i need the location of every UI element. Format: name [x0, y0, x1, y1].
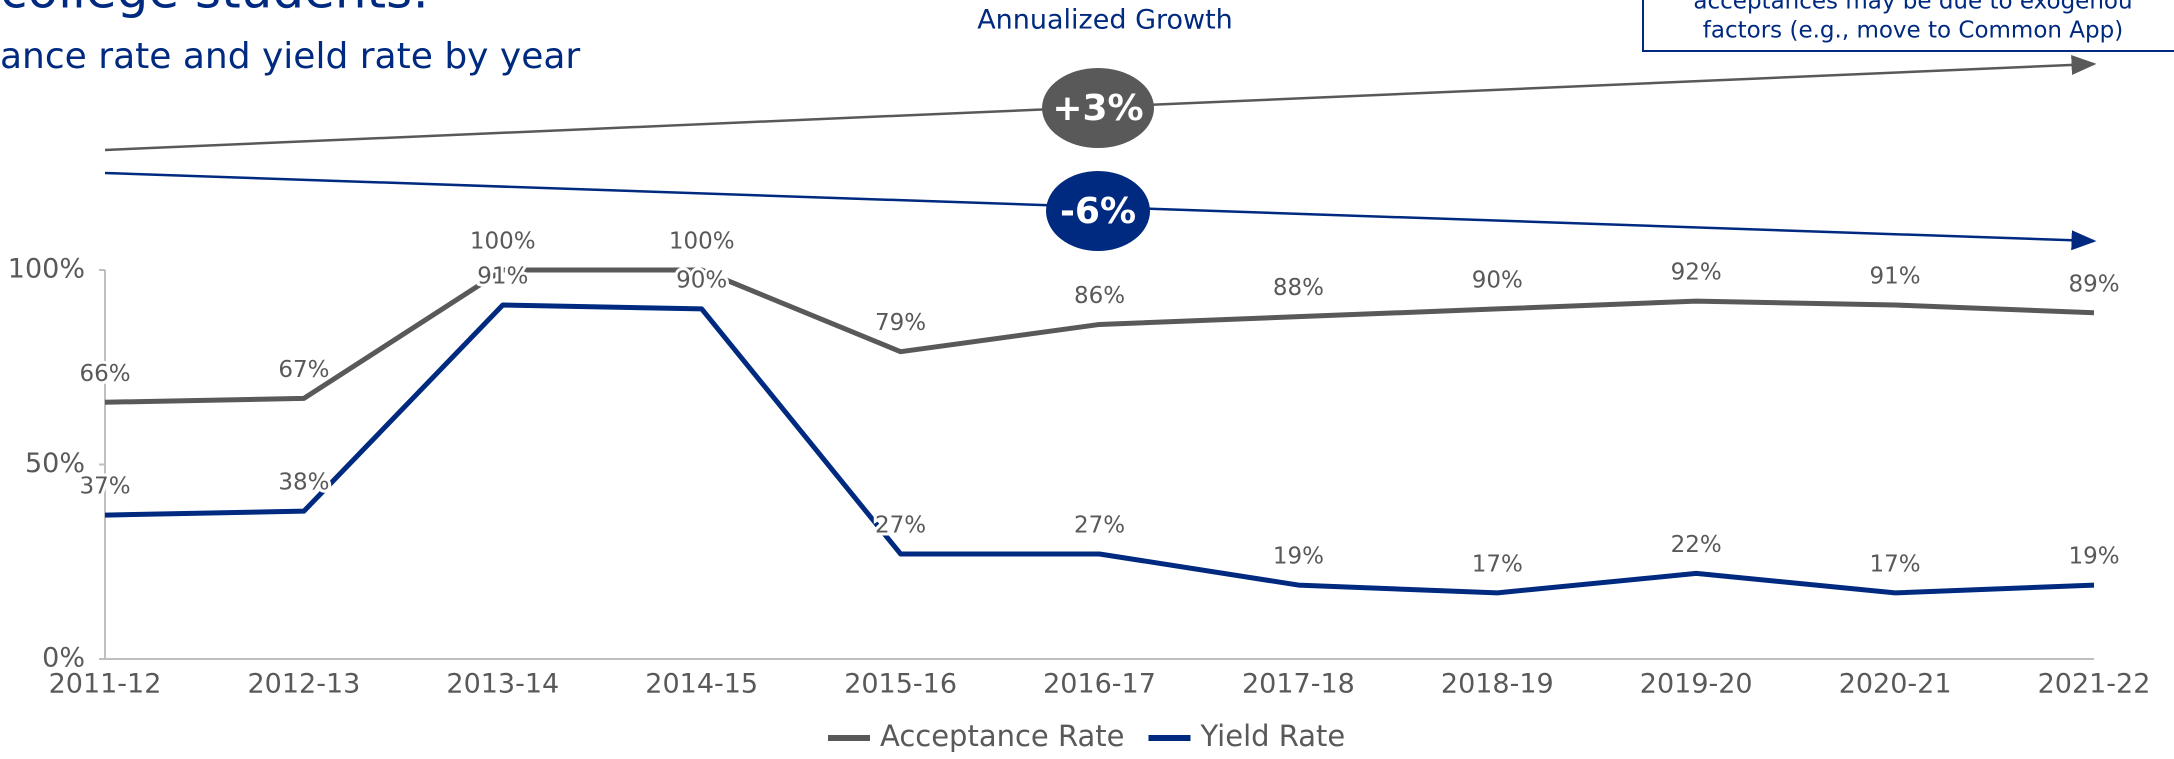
data-label: 86%: [1074, 283, 1125, 309]
growth-value: +3%: [1052, 88, 1143, 129]
x-tick-label: 2018-19: [1441, 669, 1554, 700]
data-label: 67%: [278, 357, 329, 383]
growth-badge: [1042, 68, 1154, 148]
x-tick-label: 2016-17: [1043, 669, 1156, 700]
data-label: 37%: [79, 474, 130, 500]
legend-label: Yield Rate: [1200, 719, 1346, 753]
data-label: 19%: [1273, 544, 1324, 570]
x-tick-label: 2021-22: [2038, 669, 2151, 700]
data-label: 88%: [1273, 275, 1324, 301]
x-tick-label: 2012-13: [247, 669, 360, 700]
data-label: 91%: [477, 264, 528, 290]
data-label: 27%: [1074, 512, 1125, 538]
y-tick-label: 0%: [42, 643, 85, 674]
growth-value: -6%: [1060, 191, 1136, 232]
data-label: 79%: [875, 310, 926, 336]
legend-label: Acceptance Rate: [880, 719, 1125, 753]
data-label: 66%: [79, 361, 130, 387]
growth-badge: [1046, 171, 1150, 251]
data-label: 92%: [1671, 260, 1722, 286]
data-label: 90%: [676, 267, 727, 293]
data-label: 22%: [1671, 532, 1722, 558]
growth-title: Annualized Growth: [977, 5, 1233, 36]
x-tick-label: 2014-15: [645, 669, 758, 700]
note-box: [1642, 0, 2174, 52]
data-line: [104, 267, 2095, 405]
data-line: [104, 302, 2095, 596]
x-tick-label: 2011-12: [49, 669, 162, 700]
data-label: 38%: [278, 470, 329, 496]
chart-subtitle: ance rate and yield rate by year: [0, 36, 580, 77]
x-tick-label: 2015-16: [844, 669, 957, 700]
data-label: 90%: [1472, 267, 1523, 293]
data-label: 89%: [2068, 271, 2119, 297]
y-tick-label: 100%: [8, 254, 85, 285]
data-label: 27%: [875, 512, 926, 538]
data-label: 17%: [1870, 551, 1921, 577]
note-text: factors (e.g., move to Common App): [1703, 18, 2123, 44]
data-label: 19%: [2068, 544, 2119, 570]
data-label: 100%: [669, 229, 735, 255]
x-tick-label: 2013-14: [446, 669, 559, 700]
note-text: acceptances may be due to exogenou: [1693, 0, 2132, 15]
x-tick-label: 2020-21: [1839, 669, 1952, 700]
chart-title: college students:: [0, 0, 429, 20]
y-tick-label: 50%: [25, 448, 85, 479]
data-label: 17%: [1472, 551, 1523, 577]
x-tick-label: 2017-18: [1242, 669, 1355, 700]
data-label: 100%: [470, 229, 536, 255]
x-tick-label: 2019-20: [1640, 669, 1753, 700]
data-label: 91%: [1870, 264, 1921, 290]
